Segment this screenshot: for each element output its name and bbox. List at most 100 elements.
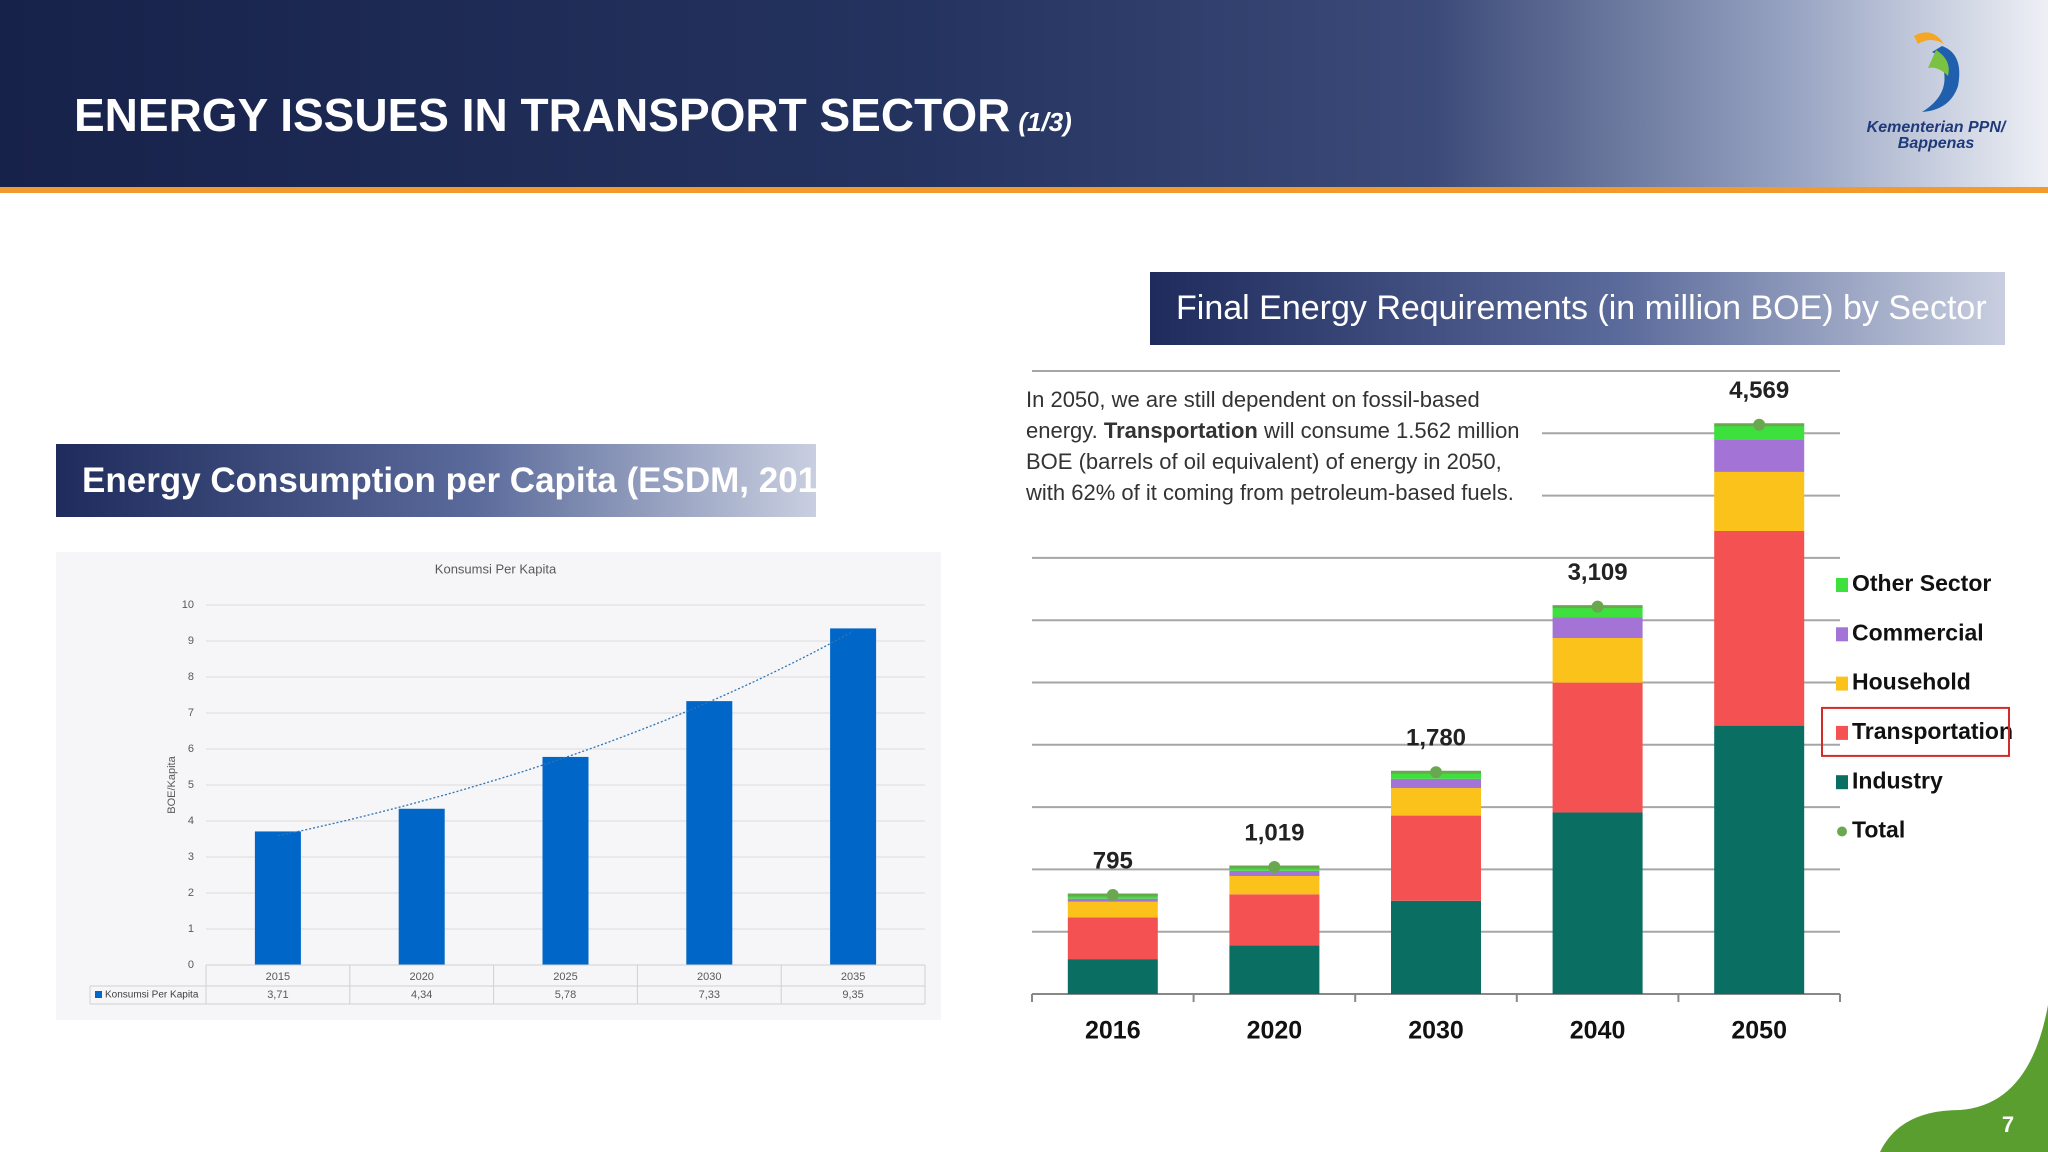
bar-segment — [1391, 815, 1481, 901]
legend-swatch — [1836, 676, 1848, 691]
bar-segment — [1067, 959, 1158, 994]
data-label: 1,019 — [1244, 819, 1304, 846]
bar-segment — [1552, 638, 1643, 683]
total-point — [1430, 766, 1442, 779]
legend-label: Konsumsi Per Kapita — [105, 990, 199, 1001]
header-banner — [0, 0, 2048, 187]
data-label: 3,71 — [267, 989, 288, 1001]
legend-label: Total — [1852, 817, 1905, 843]
bar-segment — [1229, 876, 1320, 895]
y-tick-label: 10 — [182, 599, 194, 611]
y-axis-label: BOE/Kapita — [166, 755, 178, 813]
paragraph-bold: Transportation — [1103, 418, 1258, 443]
y-tick-label: 5 — [188, 779, 194, 791]
data-label: 5,78 — [555, 989, 576, 1001]
legend-label: Transportation — [1852, 718, 2013, 744]
data-label: 4,34 — [411, 989, 432, 1001]
legend-label: Other Sector — [1852, 570, 1991, 596]
data-label: 1,780 — [1406, 725, 1466, 752]
data-label: 3,109 — [1568, 559, 1628, 586]
x-tick-label: 2040 — [1570, 1017, 1626, 1045]
bar-segment — [1714, 530, 1805, 726]
bar — [254, 831, 301, 965]
legend-label: Commercial — [1852, 619, 1984, 645]
bar-segment — [1552, 812, 1643, 994]
bar-segment — [1229, 870, 1320, 877]
bar — [830, 628, 877, 965]
x-tick-label: 2020 — [409, 971, 433, 983]
title-part: (1/3) — [1018, 107, 1072, 137]
x-tick-label: 2050 — [1731, 1017, 1787, 1045]
legend-swatch — [1836, 725, 1848, 740]
bar — [398, 808, 445, 965]
paragraph-text: will consume 1.562 million BOE (barrels … — [1026, 418, 1520, 505]
section-title: Energy Consumption per Capita (ESDM, 201… — [56, 444, 848, 517]
bar — [686, 701, 733, 965]
bar-segment — [1714, 471, 1805, 531]
slide-title: ENERGY ISSUES IN TRANSPORT SECTOR (1/3) — [74, 88, 1072, 142]
y-tick-label: 4 — [188, 815, 194, 827]
section-title: Final Energy Requirements (in million BO… — [1150, 272, 2005, 345]
total-point — [1591, 600, 1604, 613]
page-number: 7 — [2002, 1112, 2014, 1137]
paragraph: In 2050, we are still dependent on fossi… — [1020, 382, 1542, 516]
logo-text: Bappenas — [1898, 135, 1975, 152]
logo-swoosh — [1914, 32, 1944, 44]
x-tick-label: 2035 — [841, 971, 865, 983]
legend-swatch — [1836, 578, 1848, 592]
bar-segment — [1552, 617, 1643, 639]
corner-shape — [1880, 1005, 2048, 1152]
total-point — [1268, 861, 1281, 874]
bar-segment — [1714, 424, 1805, 440]
title-text: ENERGY ISSUES IN TRANSPORT SECTOR — [74, 89, 1011, 141]
data-label: 9,35 — [842, 989, 863, 1001]
legend-highlight — [1821, 706, 2010, 757]
bar-segment — [1067, 901, 1158, 918]
data-label: 7,33 — [699, 989, 720, 1001]
trendline — [277, 630, 854, 837]
x-tick-label: 2025 — [553, 971, 577, 983]
legend-swatch — [1837, 826, 1847, 837]
y-tick-label: 7 — [188, 707, 194, 719]
legend-swatch — [95, 991, 102, 998]
bar-segment — [1229, 894, 1320, 946]
y-tick-label: 3 — [188, 851, 194, 863]
legend-label: Industry — [1852, 767, 1943, 793]
total-point — [1753, 418, 1766, 431]
bar-segment — [1552, 682, 1643, 813]
x-tick-label: 2030 — [697, 971, 721, 983]
chart-title: Konsumsi Per Kapita — [435, 561, 557, 576]
bar-segment — [1391, 778, 1481, 789]
data-label: 4,569 — [1729, 377, 1789, 404]
x-tick-label: 2030 — [1408, 1017, 1464, 1045]
bar-segment — [1714, 725, 1805, 994]
y-tick-label: 0 — [188, 959, 194, 971]
y-tick-label: 9 — [188, 635, 194, 647]
legend-label: Household — [1852, 669, 1971, 695]
bar-segment — [1391, 788, 1481, 816]
logo-leaf — [1928, 50, 1949, 76]
legend-swatch — [1836, 775, 1848, 790]
x-tick-label: 2015 — [266, 971, 290, 983]
x-tick-label: 2016 — [1085, 1017, 1141, 1045]
y-tick-label: 1 — [188, 923, 194, 935]
y-tick-label: 6 — [188, 743, 194, 755]
bar-segment — [1714, 439, 1805, 472]
bar-segment — [1067, 917, 1158, 960]
chart-panel — [56, 552, 941, 1020]
logo-shape — [1922, 46, 1960, 112]
legend-swatch — [1836, 627, 1848, 642]
bar-segment — [1229, 945, 1320, 994]
logo: Kementerian PPN/ Bappenas — [1867, 32, 2007, 152]
x-tick-label: 2020 — [1247, 1017, 1303, 1045]
bar — [542, 756, 589, 965]
paragraph-text: In 2050, we are still dependent on fossi… — [1026, 387, 1480, 443]
header-stripe — [0, 187, 2048, 193]
y-tick-label: 2 — [188, 887, 194, 899]
total-point — [1106, 888, 1119, 901]
logo-text: Kementerian PPN/ — [1867, 119, 2007, 136]
bar-segment — [1391, 900, 1481, 994]
y-tick-label: 8 — [188, 671, 194, 683]
